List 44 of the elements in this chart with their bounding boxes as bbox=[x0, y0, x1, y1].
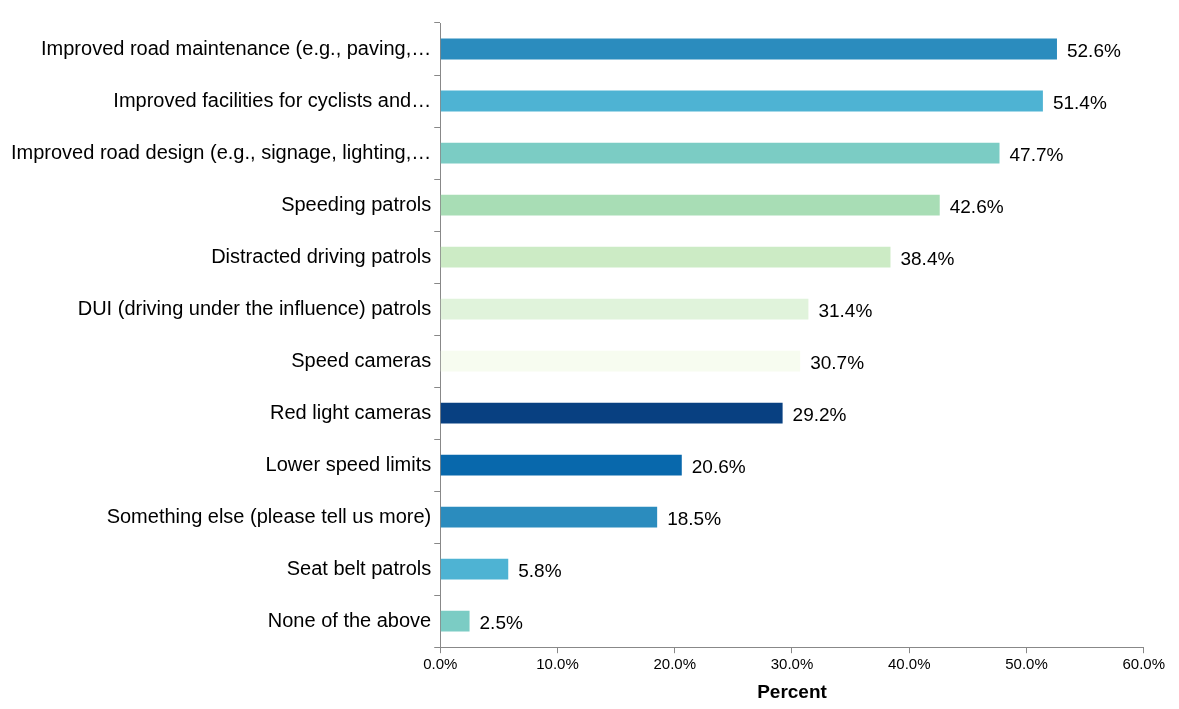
y-tick-label: Seat belt patrols bbox=[286, 556, 432, 579]
data-label: 47.7% bbox=[1009, 144, 1064, 166]
y-tick-label: Something else (please tell us more) bbox=[106, 504, 432, 527]
bar bbox=[440, 402, 783, 424]
data-label: 5.8% bbox=[518, 560, 562, 582]
bar bbox=[440, 90, 1043, 112]
bar bbox=[440, 246, 891, 268]
y-tick-label: Distracted driving patrols bbox=[211, 244, 432, 267]
bar bbox=[440, 298, 809, 320]
data-label: 31.4% bbox=[818, 300, 873, 322]
x-axis-title: Percent bbox=[757, 680, 828, 702]
y-tick-label: None of the above bbox=[267, 608, 432, 631]
x-tick-label: 40.0% bbox=[887, 655, 931, 673]
data-label: 51.4% bbox=[1052, 92, 1107, 114]
bar bbox=[440, 506, 658, 528]
y-tick-label: Improved road design (e.g., signage, lighting,… bbox=[10, 140, 432, 163]
y-tick-label: Improved road maintenance (e.g., paving,… bbox=[41, 36, 432, 59]
y-tick-label: DUI (driving under the influence) patrols bbox=[77, 296, 432, 319]
y-tick-label: Lower speed limits bbox=[265, 452, 432, 475]
y-tick-label: Improved facilities for cyclists and… bbox=[113, 88, 432, 111]
data-label: 18.5% bbox=[667, 508, 722, 530]
bar bbox=[440, 454, 682, 476]
x-tick-label: 50.0% bbox=[1005, 655, 1048, 673]
bar bbox=[440, 610, 470, 632]
data-label: 52.6% bbox=[1066, 40, 1121, 62]
bar bbox=[440, 142, 1000, 164]
data-label: 29.2% bbox=[792, 404, 847, 426]
bar bbox=[440, 194, 940, 216]
data-label: 2.5% bbox=[479, 612, 523, 634]
data-label: 38.4% bbox=[900, 248, 955, 270]
x-tick-label: 0.0% bbox=[423, 655, 458, 673]
x-tick-label: 30.0% bbox=[770, 655, 814, 673]
data-label: 42.6% bbox=[949, 196, 1004, 218]
x-tick-label: 20.0% bbox=[653, 655, 697, 673]
data-label: 30.7% bbox=[810, 352, 865, 374]
x-tick-label: 60.0% bbox=[1122, 655, 1166, 673]
bar bbox=[440, 350, 801, 372]
y-tick-label: Red light cameras bbox=[270, 400, 432, 423]
bar bbox=[440, 558, 509, 580]
x-tick-label: 10.0% bbox=[536, 655, 579, 673]
y-tick-label: Speeding patrols bbox=[281, 192, 432, 215]
data-label: 20.6% bbox=[691, 456, 746, 478]
y-tick-label: Speed cameras bbox=[291, 348, 432, 371]
bar bbox=[440, 38, 1057, 60]
